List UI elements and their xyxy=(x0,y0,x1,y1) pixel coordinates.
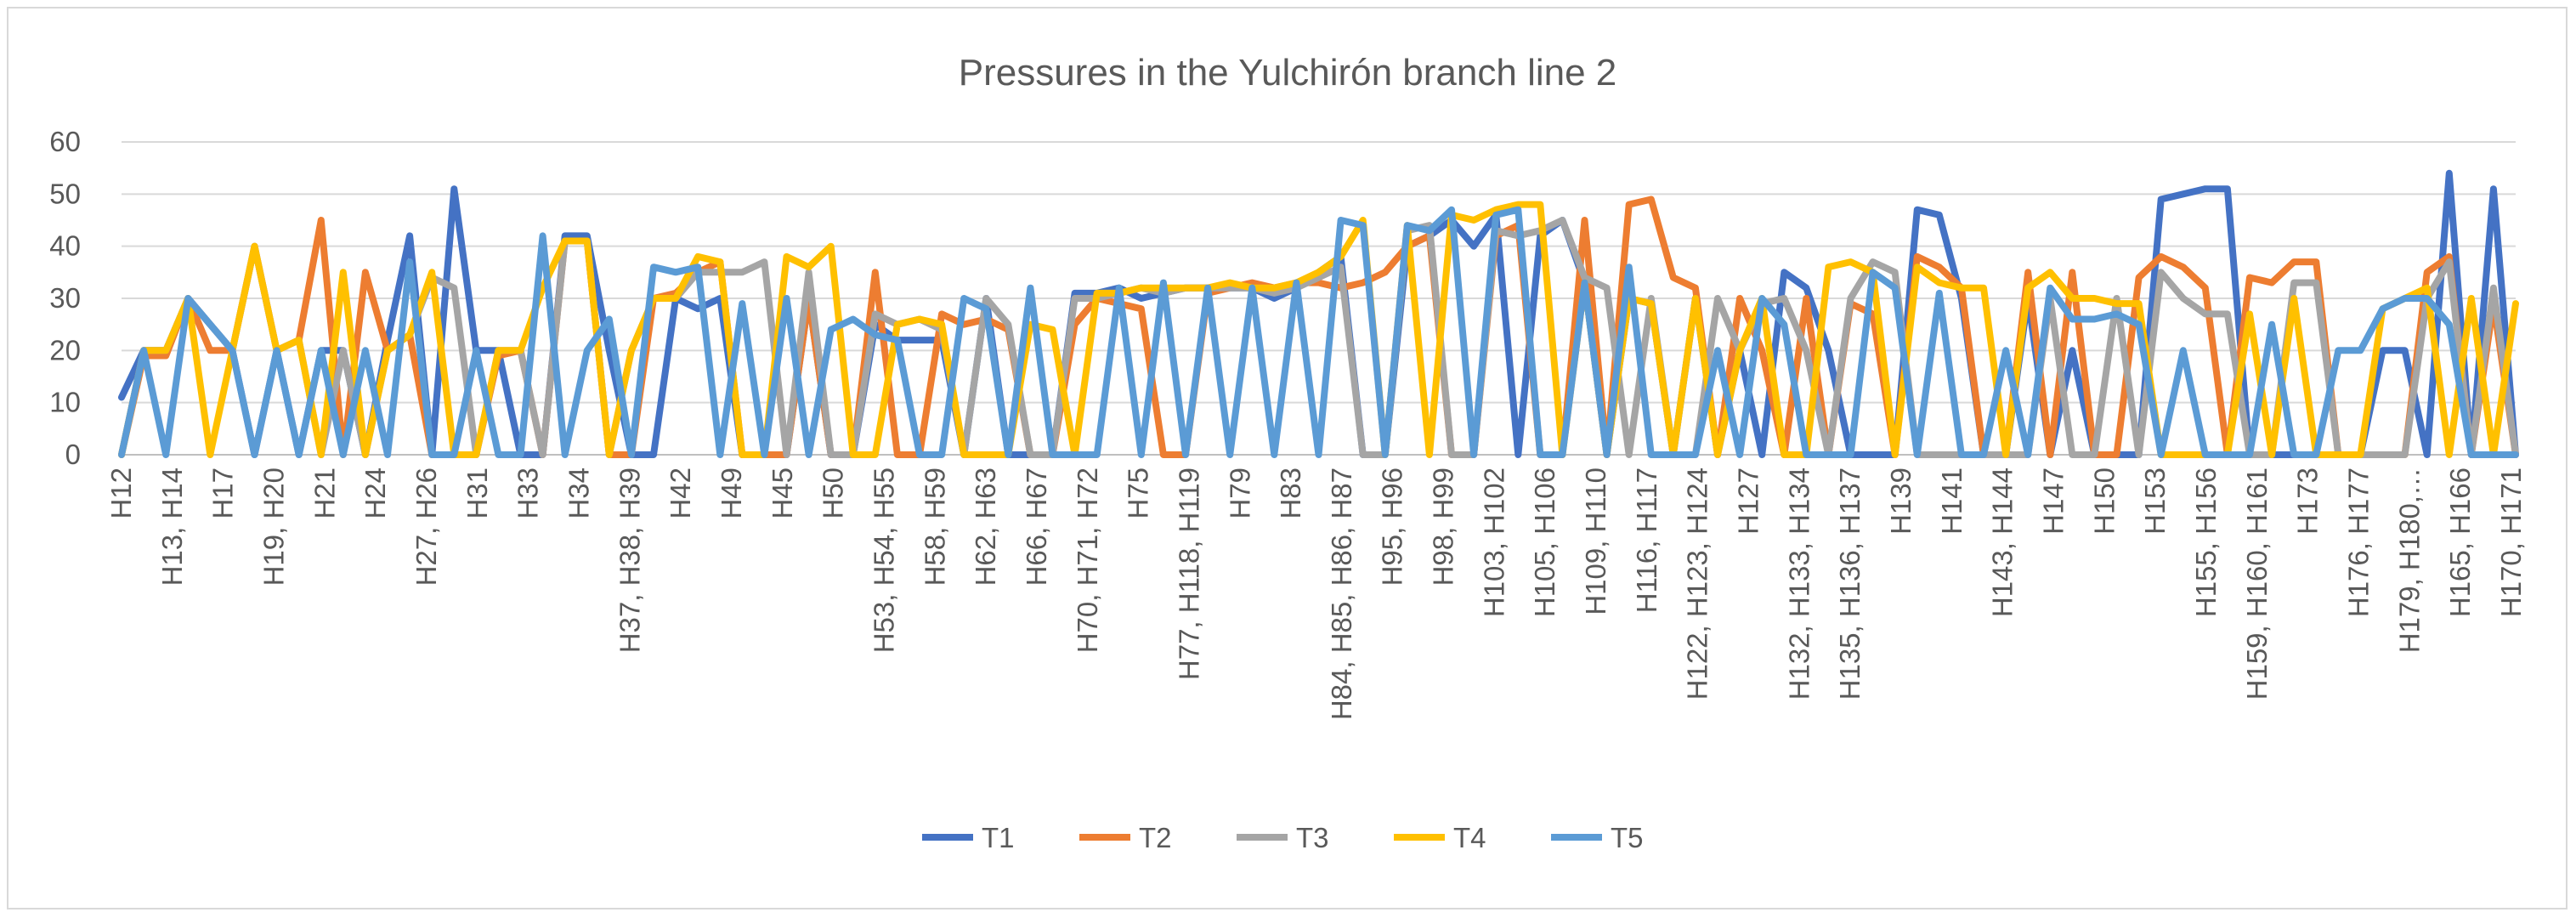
x-tick-label: H21 xyxy=(309,468,340,519)
x-tick-label: H143, H144 xyxy=(1987,468,2018,617)
legend: T1 T2 T3 T4 T5 xyxy=(922,822,1644,853)
x-tick-label: H13, H14 xyxy=(156,468,188,586)
x-tick-label: H42 xyxy=(665,468,696,519)
y-tick-label: 20 xyxy=(49,334,81,366)
x-tick-label: H79 xyxy=(1224,468,1255,519)
x-tick-label: H105, H106 xyxy=(1529,468,1560,617)
x-tick-label: H153 xyxy=(2139,468,2171,535)
x-tick-label: H132, H133, H134 xyxy=(1783,468,1815,700)
x-tick-label: H176, H177 xyxy=(2343,468,2375,617)
legend-label-t5: T5 xyxy=(1611,822,1644,853)
x-tick-label: H109, H110 xyxy=(1580,468,1611,615)
y-tick-label: 10 xyxy=(49,387,81,418)
x-tick-label: H37, H38, H39 xyxy=(614,468,645,653)
series-lines xyxy=(118,169,2519,458)
x-tick-label: H17 xyxy=(207,468,239,519)
x-tick-label: H50 xyxy=(818,468,849,519)
x-tick-label: H155, H156 xyxy=(2190,468,2222,617)
x-tick-label: H66, H67 xyxy=(1021,468,1052,586)
x-tick-label: H77, H118, H119 xyxy=(1173,468,1204,680)
x-tick-label: H31 xyxy=(461,468,493,519)
x-tick-label: H33 xyxy=(512,468,544,519)
x-tick-label: H103, H102 xyxy=(1478,468,1509,617)
x-tick-label: H53, H54, H55 xyxy=(868,468,899,653)
x-tick-label: H135, H136, H137 xyxy=(1834,468,1865,700)
x-tick-label: H170, H171 xyxy=(2495,468,2527,617)
x-tick-label: H27, H26 xyxy=(410,468,442,586)
y-tick-label: 60 xyxy=(49,126,81,157)
y-tick-label: 40 xyxy=(49,230,81,262)
y-axis-ticks: 0 10 20 30 40 50 60 xyxy=(49,126,81,470)
x-tick-label: H139 xyxy=(1885,468,1916,535)
x-tick-label: H70, H71, H72 xyxy=(1072,468,1103,653)
x-tick-label: H34 xyxy=(563,468,594,519)
y-tick-label: 30 xyxy=(49,282,81,314)
series-line-t4 xyxy=(118,201,2519,458)
y-tick-label: 50 xyxy=(49,178,81,209)
x-tick-label: H147 xyxy=(2038,468,2069,535)
x-tick-label: H19, H20 xyxy=(258,468,289,586)
x-tick-label: H12 xyxy=(105,468,137,519)
x-tick-label: H159, H160, H161 xyxy=(2241,468,2273,700)
x-tick-label: H75 xyxy=(1123,468,1154,519)
x-tick-label: H62, H63 xyxy=(970,468,1001,586)
x-tick-label: H165, H166 xyxy=(2444,468,2476,617)
legend-label-t2: T2 xyxy=(1139,822,1172,853)
chart-title: Pressures in the Yulchirón branch line 2 xyxy=(959,52,1617,94)
x-axis-ticks: H12 H13, H14 H17 H19, H20 H21 H24 H27, H26 H31 H… xyxy=(105,468,2527,720)
legend-label-t3: T3 xyxy=(1296,822,1329,853)
legend-label-t1: T1 xyxy=(982,822,1015,853)
x-tick-label: H58, H59 xyxy=(919,468,950,586)
series-line-t5 xyxy=(118,206,2519,458)
x-tick-label: H141 xyxy=(1936,468,1967,535)
x-tick-label: H95, H96 xyxy=(1377,468,1408,586)
x-tick-label: H179, H180,… xyxy=(2393,468,2425,653)
legend-label-t4: T4 xyxy=(1453,822,1486,853)
x-tick-label: H84, H85, H86, H87 xyxy=(1326,468,1357,720)
x-tick-label: H49 xyxy=(716,468,747,519)
y-tick-label: 0 xyxy=(65,439,81,470)
x-tick-label: H127 xyxy=(1733,468,1764,535)
x-tick-label: H24 xyxy=(360,468,391,519)
x-tick-label: H98, H99 xyxy=(1428,468,1459,586)
x-tick-label: H83 xyxy=(1275,468,1306,519)
x-tick-label: H122, H123, H124 xyxy=(1682,468,1713,700)
x-tick-label: H45 xyxy=(767,468,798,519)
x-tick-label: H116, H117 xyxy=(1631,468,1662,613)
x-tick-label: H173 xyxy=(2292,468,2324,535)
x-tick-label: H150 xyxy=(2088,468,2120,535)
